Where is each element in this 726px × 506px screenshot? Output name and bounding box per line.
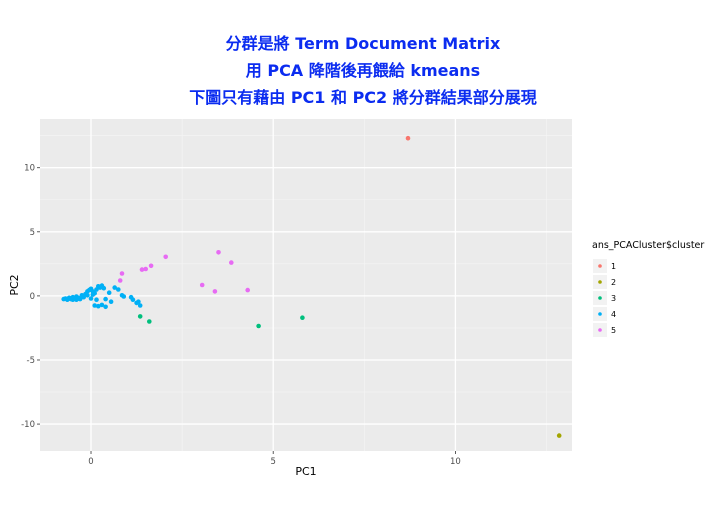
minor-grid [40,119,572,451]
data-point-cluster-4 [96,303,101,309]
major-grid [40,119,572,451]
data-point-cluster-4 [88,296,94,301]
legend-key-2 [598,280,602,284]
data-point-cluster-4 [103,304,108,310]
title-line-3: 下圖只有藉由 PC1 和 PC2 將分群結果部分展現 [189,88,537,107]
data-point-cluster-4 [85,293,90,298]
x-tick-label: 10 [450,457,461,467]
y-tick-label: -10 [21,420,35,430]
data-point-cluster-4 [90,292,96,297]
y-tick-label: 10 [24,164,35,174]
data-point-cluster-4 [121,294,127,299]
data-point-cluster-5 [148,263,154,269]
data-point-cluster-5 [216,250,221,255]
data-point-cluster-4 [103,296,108,302]
y-tick-label: 0 [30,292,35,302]
x-tick-label: 0 [88,457,93,467]
legend-label-3: 3 [611,294,616,303]
data-point-cluster-3 [256,323,261,329]
data-point-cluster-4 [77,296,83,302]
data-point-cluster-4 [112,285,117,290]
data-point-cluster-4 [99,302,105,308]
title-line-1: 分群是將 Term Document Matrix [225,34,501,53]
data-point-cluster-3 [300,315,305,321]
data-point-cluster-5 [212,289,218,294]
data-point-cluster-4 [106,290,112,296]
data-point-cluster-5 [229,260,234,265]
legend: ans_PCACluster$cluster 1 2 3 4 5 [592,240,704,337]
data-point-cluster-4 [92,303,97,308]
y-tick-label: 5 [30,228,35,238]
data-point-cluster-4 [130,297,136,303]
plot-panel [40,119,572,451]
legend-label-2: 2 [611,278,616,287]
legend-label-5: 5 [611,326,616,335]
y-axis-ticks: -10 -5 0 5 10 [21,164,40,430]
data-point-cluster-5 [163,254,168,260]
data-point-cluster-5 [117,278,123,283]
legend-items: 1 2 3 4 5 [593,259,616,337]
data-point-cluster-3 [147,319,152,324]
legend-title: ans_PCACluster$cluster [592,240,704,251]
data-point-cluster-2 [556,433,562,438]
x-tick-label: 5 [270,457,275,467]
data-point-cluster-4 [108,299,114,305]
data-point-cluster-5 [139,267,145,272]
data-point-cluster-4 [94,297,99,303]
y-axis-label: PC2 [8,274,21,295]
legend-key-3 [598,296,602,300]
title-line-2: 用 PCA 降階後再餵給 kmeans [245,61,481,80]
data-point-cluster-4 [101,285,107,291]
data-point-cluster-4 [136,299,141,305]
x-axis-ticks: 0 5 10 [88,451,461,467]
legend-key-5 [598,328,602,332]
legend-label-1: 1 [611,262,616,271]
data-point-cluster-5 [199,282,205,288]
x-axis-label: PC1 [295,465,316,478]
y-tick-label: -5 [27,356,35,366]
legend-key-1 [598,264,602,268]
data-point-cluster-1 [405,135,411,141]
data-point-cluster-5 [143,266,148,272]
data-point-cluster-5 [245,287,250,293]
legend-key-4 [598,312,602,316]
data-points [61,135,562,438]
data-point-cluster-5 [119,271,125,276]
chart-title: 分群是將 Term Document Matrix 用 PCA 降階後再餵給 k… [0,30,726,111]
data-point-cluster-3 [137,314,143,319]
legend-label-4: 4 [611,310,616,319]
data-point-cluster-4 [137,303,143,308]
data-point-cluster-4 [116,287,121,292]
